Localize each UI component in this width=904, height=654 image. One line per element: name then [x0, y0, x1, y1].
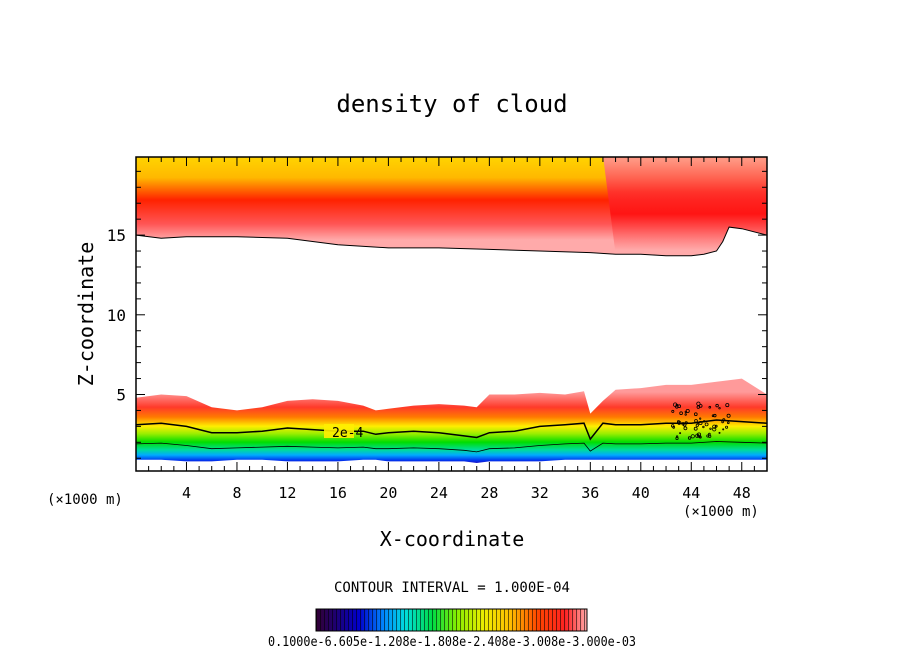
contour-speck [677, 420, 681, 424]
contour-label-background [324, 424, 354, 438]
contour-speck [684, 413, 687, 416]
x-axis-ticks [148, 157, 755, 471]
y-axis-label: Z-coordinate [74, 242, 98, 387]
x-tick-label: 40 [632, 484, 650, 502]
contour-speck [706, 434, 710, 438]
plot-fields: 2e-4 [136, 157, 767, 471]
contour-speck [679, 411, 683, 416]
contour-speck [726, 421, 730, 425]
x-unit-label-left: (×1000 m) [47, 492, 123, 508]
cloud-base-clearing [136, 459, 767, 471]
contour-speck [704, 422, 709, 427]
contour-speck [725, 425, 729, 429]
x-tick-label: 4 [182, 484, 191, 502]
contour-line-2e-4 [136, 419, 767, 441]
contour-speck [713, 413, 717, 418]
contour-speck [726, 413, 731, 418]
contour-speck [677, 404, 681, 409]
contour-line-lower [136, 441, 767, 453]
contour-speck [711, 414, 715, 418]
y-tick-labels: 5 10 15 [107, 226, 126, 404]
y-tick-label: 15 [107, 226, 126, 245]
contour-speck [718, 407, 721, 410]
contour-speck [725, 403, 730, 408]
contour-speck [690, 434, 695, 439]
x-tick-label: 8 [232, 484, 241, 502]
contour-interval-text: CONTOUR INTERVAL = 1.000E-04 [334, 580, 570, 596]
contour-speck [708, 405, 712, 409]
x-tick-label: 12 [278, 484, 296, 502]
contour-speck [685, 408, 690, 413]
contour-speck [694, 419, 698, 423]
y-tick-label: 10 [107, 306, 126, 325]
chart-title: density of cloud [336, 90, 567, 118]
contour-speck [698, 404, 703, 408]
contour-speck [679, 432, 682, 435]
x-tick-label: 16 [329, 484, 347, 502]
contour-speck [722, 428, 725, 431]
upper-cloud-layer-right [603, 157, 767, 256]
contour-speck [722, 418, 726, 422]
contour-speck [709, 427, 712, 431]
contour-speck [671, 424, 675, 428]
contour-speck [683, 426, 688, 431]
contour-speck [682, 422, 687, 427]
contour-label: 2e-4 [332, 426, 363, 441]
contour-speck [712, 427, 717, 432]
contour-speck [715, 403, 719, 408]
colorbar-labels: 0.1000e-6.605e-1.208e-1.808e-2.408e-3.00… [268, 635, 636, 650]
contour-speck [702, 425, 705, 429]
upper-layer-contour [136, 226, 767, 257]
lower-cloud-layer [136, 378, 767, 471]
contour-speck [718, 431, 721, 434]
contour-speck [687, 436, 692, 440]
x-tick-label: 24 [430, 484, 448, 502]
colorbar-level-lines [316, 609, 587, 631]
contour-speck [693, 426, 698, 431]
contour-speck [708, 432, 711, 436]
contour-speck [671, 409, 675, 413]
contour-speck [696, 401, 701, 406]
x-tick-label: 36 [581, 484, 599, 502]
contour-speck [693, 412, 698, 417]
contour-speck [703, 420, 706, 423]
x-tick-labels: 4 8 12 16 20 24 28 32 36 40 44 48 [182, 484, 751, 502]
y-axis-ticks [136, 170, 767, 459]
colorbar-frame [315, 608, 588, 632]
contour-speck [699, 417, 702, 420]
contour-speck [695, 423, 699, 427]
contour-speck [698, 435, 702, 439]
x-axis-label: X-coordinate [380, 527, 525, 551]
x-tick-label: 48 [733, 484, 751, 502]
y-tick-label: 5 [116, 386, 126, 405]
x-tick-label: 28 [480, 484, 498, 502]
contour-speck [721, 420, 724, 424]
contour-speck [675, 435, 679, 438]
x-tick-label: 44 [682, 484, 700, 502]
x-unit-label-right: (×1000 m) [683, 504, 759, 520]
x-tick-label: 20 [379, 484, 397, 502]
contour-noise-marks [136, 401, 767, 471]
contour-speck [712, 424, 717, 429]
x-tick-label: 32 [531, 484, 549, 502]
